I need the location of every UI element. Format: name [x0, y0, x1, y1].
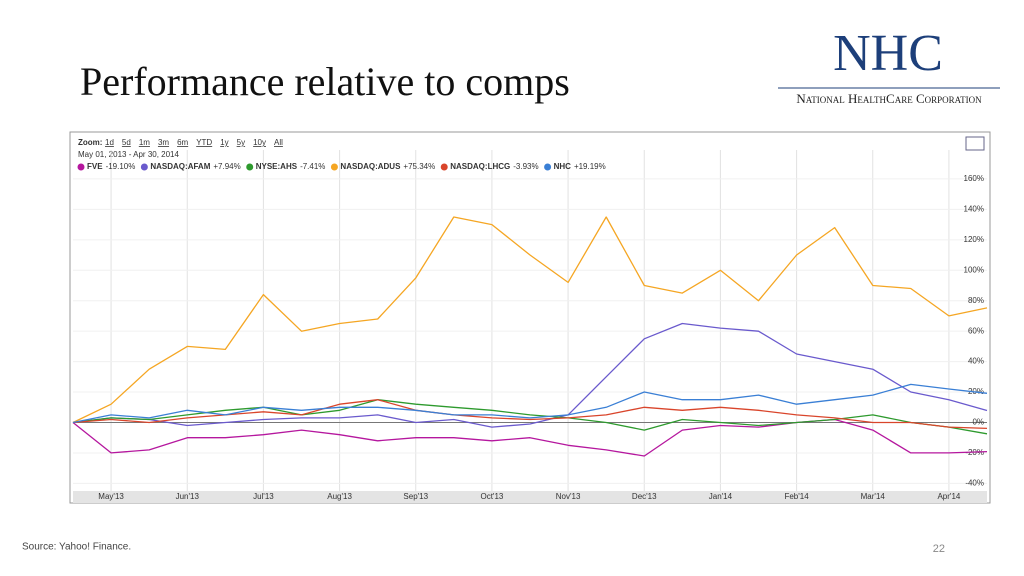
legend-change: -7.41%: [300, 162, 325, 171]
legend-change: +19.19%: [574, 162, 606, 171]
y-tick-label: 40%: [968, 357, 984, 366]
fullscreen-button[interactable]: [965, 136, 985, 151]
logo: NHC: [833, 25, 943, 82]
legend-marker: [140, 163, 148, 171]
legend-name: NHC: [554, 162, 572, 171]
y-tick-label: 160%: [964, 174, 984, 183]
series-line: [72, 383, 988, 424]
legend-change: -19.10%: [106, 162, 136, 171]
zoom-option[interactable]: 5y: [237, 138, 245, 147]
series-line: [72, 216, 988, 424]
y-tick-label: -40%: [965, 478, 984, 487]
zoom-option[interactable]: 1d: [105, 138, 114, 147]
zoom-option[interactable]: 3m: [158, 138, 169, 147]
date-range: May 01, 2013 - Apr 30, 2014: [78, 150, 180, 159]
legend-name: NASDAQ:ADUS: [340, 162, 401, 171]
legend-change: -3.93%: [513, 162, 538, 171]
zoom-option[interactable]: YTD: [196, 138, 212, 147]
x-tick-label: Jan'14: [709, 492, 733, 501]
legend-change: +7.94%: [213, 162, 240, 171]
y-tick-label: 100%: [964, 265, 984, 274]
x-tick-label: Oct'13: [480, 492, 503, 501]
slide-title: Performance relative to comps: [80, 59, 570, 104]
x-axis-band: [73, 491, 987, 503]
zoom-option[interactable]: All: [274, 138, 283, 147]
legend-marker: [246, 163, 254, 171]
x-tick-label: May'13: [98, 492, 124, 501]
x-tick-label: Dec'13: [632, 492, 657, 501]
x-tick-label: Jun'13: [176, 492, 200, 501]
zoom-option[interactable]: 1y: [220, 138, 228, 147]
logo-subtitle: National HealthCare Corporation: [796, 91, 982, 106]
x-tick-label: Aug'13: [327, 492, 352, 501]
legend-name: NYSE:AHS: [256, 162, 298, 171]
zoom-option[interactable]: 6m: [177, 138, 188, 147]
legend-name: NASDAQ:LHCG: [450, 162, 510, 171]
legend-name: NASDAQ:AFAM: [150, 162, 210, 171]
zoom-option[interactable]: 10y: [253, 138, 266, 147]
x-tick-label: Mar'14: [861, 492, 886, 501]
zoom-option[interactable]: 1m: [139, 138, 150, 147]
legend-marker: [544, 163, 552, 171]
x-tick-label: Feb'14: [784, 492, 809, 501]
x-tick-label: Nov'13: [556, 492, 581, 501]
y-tick-label: 140%: [964, 204, 984, 213]
x-tick-label: Sep'13: [403, 492, 428, 501]
y-tick-label: 120%: [964, 235, 984, 244]
x-tick-label: Apr'14: [937, 492, 960, 501]
page-number: 22: [933, 543, 945, 555]
zoom-label: Zoom:: [78, 138, 102, 147]
series-line: [72, 322, 988, 428]
legend-change: +75.34%: [403, 162, 435, 171]
legend-marker: [330, 163, 338, 171]
zoom-option[interactable]: 5d: [122, 138, 131, 147]
x-tick-label: Jul'13: [253, 492, 274, 501]
y-tick-label: 80%: [968, 296, 984, 305]
source: Source: Yahoo! Finance.: [22, 542, 131, 553]
y-tick-label: 0%: [972, 418, 984, 427]
legend-marker: [77, 163, 85, 171]
chart-frame: [69, 131, 991, 504]
legend-name: FVE: [87, 162, 103, 171]
legend-marker: [440, 163, 448, 171]
y-tick-label: 60%: [968, 326, 984, 335]
series-line: [72, 399, 988, 435]
